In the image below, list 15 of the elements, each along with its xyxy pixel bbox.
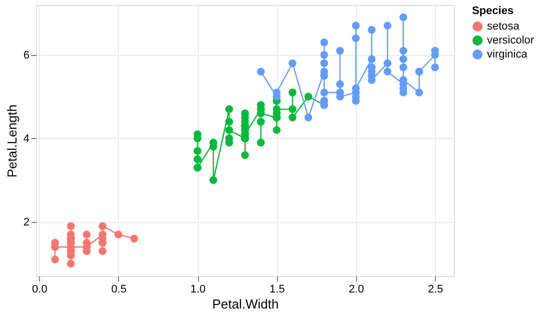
x-tick-label: 0.5 — [111, 284, 126, 296]
legend-label: setosa — [487, 20, 520, 32]
y-axis-title: Petal.Length — [4, 104, 20, 178]
x-tick-label: 1.0 — [190, 284, 206, 296]
x-tick-label: 0.0 — [32, 284, 48, 296]
legend-title: Species — [472, 5, 514, 17]
legend-label: versicolor — [487, 34, 534, 46]
y-tick-label: 6 — [23, 49, 30, 62]
y-tick-label: 4 — [23, 132, 30, 145]
y-tick-label: 2 — [23, 216, 30, 228]
x-axis-title: Petal.Width — [212, 296, 279, 312]
legend-label: virginica — [487, 48, 528, 60]
x-tick-label: 1.5 — [270, 284, 285, 296]
x-tick-label: 2.0 — [348, 284, 364, 296]
x-tick-label: 2.5 — [428, 284, 444, 296]
